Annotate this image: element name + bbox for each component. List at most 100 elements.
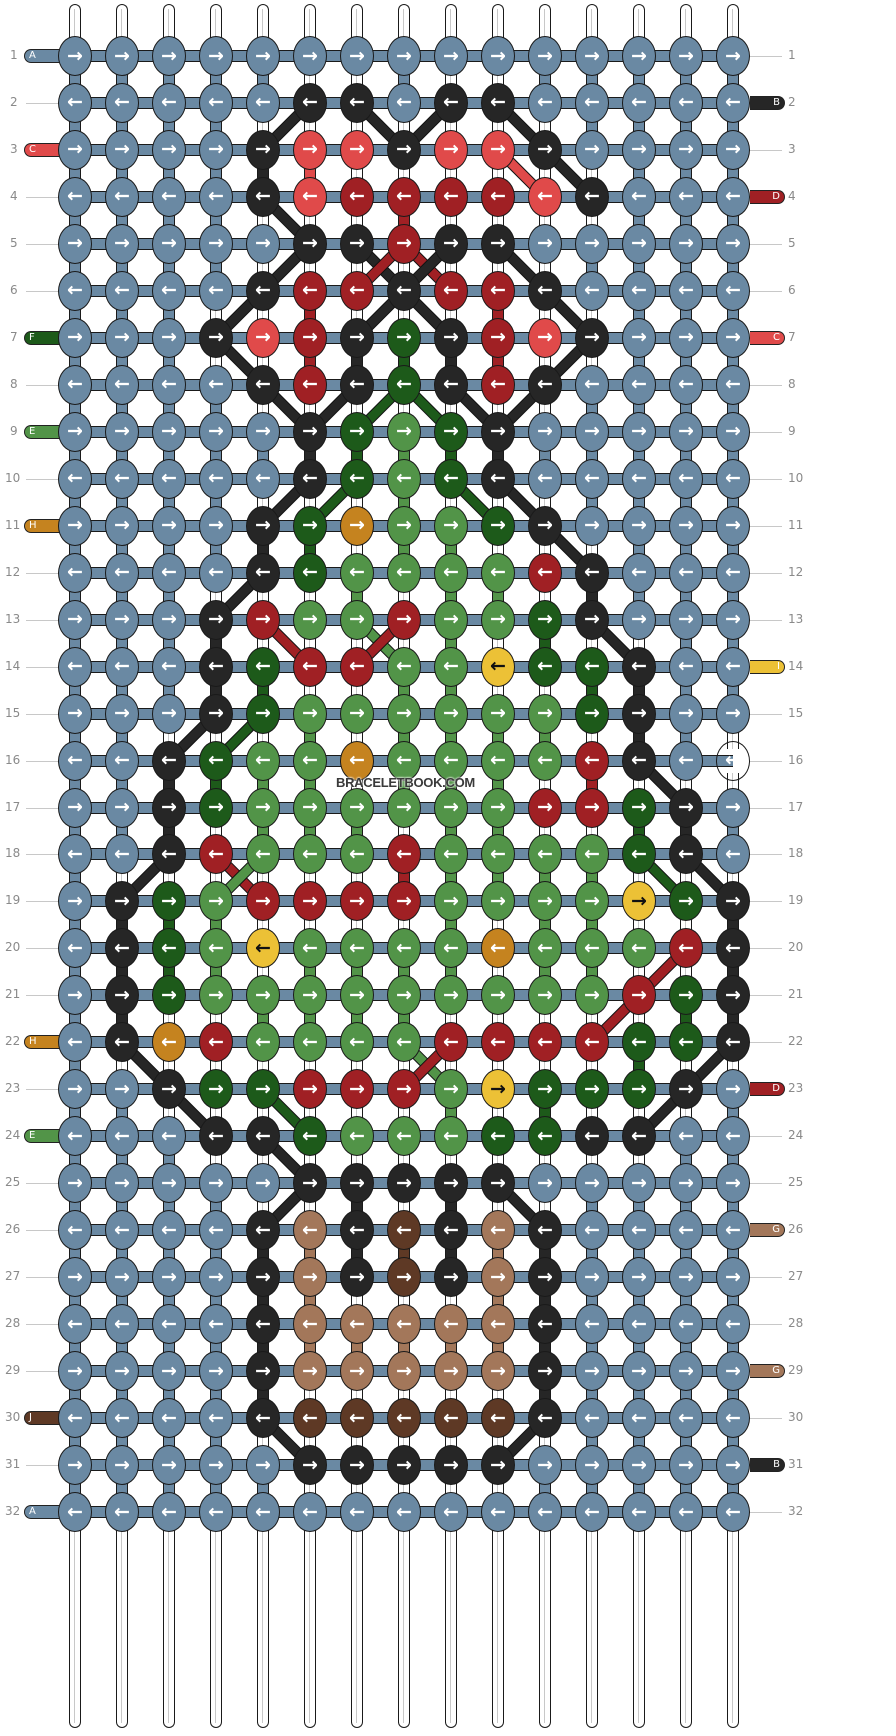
knot-arrow-right-icon[interactable]: → [199, 881, 233, 922]
knot-arrow-right-icon[interactable]: → [199, 1069, 233, 1110]
knot-arrow-left-icon[interactable]: ← [105, 364, 139, 405]
knot-arrow-left-icon[interactable]: ← [199, 1210, 233, 1251]
knot-arrow-left-icon[interactable]: ← [622, 270, 656, 311]
knot-arrow-left-icon[interactable]: ← [434, 458, 468, 499]
knot-arrow-left-icon[interactable]: ← [199, 82, 233, 123]
knot-arrow-right-icon[interactable]: → [246, 599, 280, 640]
knot-arrow-right-icon[interactable]: → [716, 1163, 750, 1204]
knot-arrow-left-icon[interactable]: ← [199, 1492, 233, 1533]
knot-arrow-right-icon[interactable]: → [58, 881, 92, 922]
knot-arrow-left-icon[interactable]: ← [340, 552, 374, 593]
knot-arrow-right-icon[interactable]: → [199, 1351, 233, 1392]
knot-arrow-right-icon[interactable]: → [669, 599, 703, 640]
knot-arrow-left-icon[interactable]: ← [340, 1492, 374, 1533]
knot-arrow-left-icon[interactable]: ← [58, 82, 92, 123]
knot-arrow-left-icon[interactable]: ← [481, 270, 515, 311]
knot-arrow-left-icon[interactable]: ← [622, 1210, 656, 1251]
knot-arrow-right-icon[interactable]: → [340, 787, 374, 828]
knot-arrow-left-icon[interactable]: ← [716, 834, 750, 875]
knot-arrow-right-icon[interactable]: → [528, 223, 562, 264]
knot-arrow-left-icon[interactable]: ← [387, 1022, 421, 1063]
knot-arrow-right-icon[interactable]: → [481, 599, 515, 640]
knot-arrow-left-icon[interactable]: ← [293, 176, 327, 217]
knot-arrow-left-icon[interactable]: ← [199, 928, 233, 969]
knot-arrow-left-icon[interactable]: ← [246, 834, 280, 875]
knot-arrow-left-icon[interactable]: ← [152, 1492, 186, 1533]
knot-arrow-right-icon[interactable]: → [528, 693, 562, 734]
knot-arrow-left-icon[interactable]: ← [622, 740, 656, 781]
knot-arrow-left-icon[interactable]: ← [716, 1398, 750, 1439]
knot-arrow-right-icon[interactable]: → [58, 36, 92, 76]
knot-arrow-right-icon[interactable]: → [434, 693, 468, 734]
knot-arrow-right-icon[interactable]: → [528, 411, 562, 452]
knot-arrow-right-icon[interactable]: → [58, 1163, 92, 1204]
knot-arrow-right-icon[interactable]: → [481, 975, 515, 1016]
knot-arrow-right-icon[interactable]: → [434, 36, 468, 76]
knot-arrow-left-icon[interactable]: ← [246, 1492, 280, 1533]
knot-arrow-left-icon[interactable]: ← [575, 1304, 609, 1345]
knot-arrow-right-icon[interactable]: → [622, 599, 656, 640]
knot-arrow-left-icon[interactable]: ← [105, 928, 139, 969]
knot-arrow-left-icon[interactable]: ← [105, 740, 139, 781]
knot-arrow-right-icon[interactable]: → [434, 787, 468, 828]
knot-arrow-right-icon[interactable]: → [716, 36, 750, 76]
knot-arrow-left-icon[interactable]: ← [387, 740, 421, 781]
knot-arrow-right-icon[interactable]: → [387, 1069, 421, 1110]
knot-arrow-right-icon[interactable]: → [669, 36, 703, 76]
knot-arrow-right-icon[interactable]: → [575, 1445, 609, 1486]
knot-arrow-left-icon[interactable]: ← [199, 458, 233, 499]
knot-arrow-right-icon[interactable]: → [340, 599, 374, 640]
knot-arrow-left-icon[interactable]: ← [575, 552, 609, 593]
knot-arrow-right-icon[interactable]: → [622, 881, 656, 922]
knot-arrow-left-icon[interactable]: ← [152, 646, 186, 687]
knot-arrow-left-icon[interactable]: ← [528, 740, 562, 781]
knot-arrow-right-icon[interactable]: → [622, 223, 656, 264]
knot-arrow-left-icon[interactable]: ← [575, 270, 609, 311]
knot-arrow-right-icon[interactable]: → [199, 975, 233, 1016]
knot-arrow-right-icon[interactable]: → [434, 1351, 468, 1392]
knot-arrow-right-icon[interactable]: → [716, 1069, 750, 1110]
knot-arrow-left-icon[interactable]: ← [716, 82, 750, 123]
knot-arrow-right-icon[interactable]: → [105, 129, 139, 170]
knot-arrow-left-icon[interactable]: ← [58, 1022, 92, 1063]
knot-arrow-left-icon[interactable]: ← [246, 646, 280, 687]
knot-arrow-left-icon[interactable]: ← [575, 1116, 609, 1157]
knot-arrow-right-icon[interactable]: → [575, 881, 609, 922]
knot-arrow-right-icon[interactable]: → [669, 411, 703, 452]
knot-arrow-left-icon[interactable]: ← [340, 928, 374, 969]
knot-arrow-right-icon[interactable]: → [152, 411, 186, 452]
knot-arrow-left-icon[interactable]: ← [199, 552, 233, 593]
knot-arrow-right-icon[interactable]: → [152, 1445, 186, 1486]
knot-arrow-right-icon[interactable]: → [58, 1257, 92, 1298]
knot-arrow-left-icon[interactable]: ← [387, 458, 421, 499]
knot-arrow-left-icon[interactable]: ← [528, 834, 562, 875]
knot-arrow-right-icon[interactable]: → [340, 1163, 374, 1204]
knot-arrow-right-icon[interactable]: → [105, 317, 139, 358]
knot-arrow-left-icon[interactable]: ← [387, 364, 421, 405]
knot-arrow-right-icon[interactable]: → [575, 36, 609, 76]
knot-arrow-left-icon[interactable]: ← [58, 458, 92, 499]
knot-arrow-left-icon[interactable]: ← [622, 458, 656, 499]
knot-arrow-right-icon[interactable]: → [528, 599, 562, 640]
knot-arrow-left-icon[interactable]: ← [152, 740, 186, 781]
knot-arrow-right-icon[interactable]: → [152, 36, 186, 76]
knot-arrow-right-icon[interactable]: → [105, 36, 139, 76]
knot-arrow-left-icon[interactable]: ← [152, 928, 186, 969]
knot-arrow-right-icon[interactable]: → [528, 1069, 562, 1110]
knot-arrow-left-icon[interactable]: ← [575, 176, 609, 217]
knot-arrow-right-icon[interactable]: → [669, 129, 703, 170]
knot-arrow-right-icon[interactable]: → [434, 505, 468, 546]
knot-arrow-left-icon[interactable]: ← [340, 458, 374, 499]
knot-arrow-left-icon[interactable]: ← [622, 176, 656, 217]
knot-arrow-left-icon[interactable]: ← [387, 1210, 421, 1251]
knot-arrow-left-icon[interactable]: ← [105, 552, 139, 593]
knot-arrow-right-icon[interactable]: → [246, 411, 280, 452]
knot-arrow-left-icon[interactable]: ← [293, 552, 327, 593]
knot-arrow-left-icon[interactable]: ← [434, 1304, 468, 1345]
knot-arrow-left-icon[interactable]: ← [293, 740, 327, 781]
knot-arrow-right-icon[interactable]: → [199, 411, 233, 452]
knot-arrow-right-icon[interactable]: → [387, 1351, 421, 1392]
knot-arrow-left-icon[interactable]: ← [58, 1304, 92, 1345]
knot-arrow-right-icon[interactable]: → [105, 693, 139, 734]
knot-arrow-right-icon[interactable]: → [199, 223, 233, 264]
